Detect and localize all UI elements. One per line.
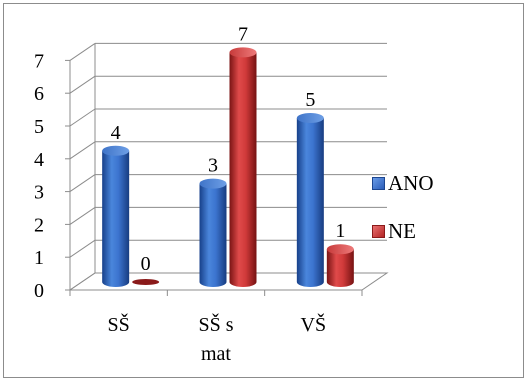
x-tick-label-0-0: SŠ [108,312,130,336]
y-tick-label-2: 2 [34,214,44,236]
data-label-ano-2: 5 [305,89,315,111]
legend-item-ano: ANO [372,168,434,198]
data-label-ne-1: 7 [238,23,248,45]
axes: 0 1 2 3 4 5 6 7 [34,50,363,302]
bar-ano-2 [296,113,324,287]
labels: SŠ SŠ s mat VŠ 4 0 3 7 5 1 [108,23,346,365]
y-tick-label-7: 7 [34,50,44,72]
bar-top [296,113,324,123]
side-gridline-2 [69,206,96,225]
side-gridline-5 [69,108,96,127]
data-label-ano-0: 4 [111,122,121,144]
bar-top [102,145,130,156]
bar-top [326,244,354,255]
side-gridline-1 [69,239,96,258]
data-label-ano-1: 3 [208,155,218,177]
side-gridline-6 [69,75,96,94]
bar-body [229,52,257,288]
bars [102,47,354,288]
y-tick-label-5: 5 [34,116,44,138]
y-tick-label-0: 0 [34,280,44,302]
legend-label-ne: NE [388,218,416,243]
side-gridline-4 [69,141,96,160]
bar-body [296,118,324,287]
x-tick-label-1-1: mat [201,343,231,365]
bar-ne-1 [229,47,257,288]
y-tick-label-4: 4 [34,149,44,171]
bar-body [102,150,130,287]
legend-swatch-ano [372,176,385,190]
bar-top [199,178,227,189]
legend-item-ne: NE [372,216,434,246]
legend-label-ano: ANO [388,170,434,195]
y-tick-label-3: 3 [34,182,44,204]
legend-swatch-ne [372,224,385,238]
legend: ANO NE [372,168,434,264]
bar-ano-1 [199,178,227,287]
bar-flat [132,279,160,285]
data-label-ne-2: 1 [335,220,345,242]
y-tick-label-1: 1 [34,247,44,269]
x-tick-label-1-0: SŠ s [198,312,233,336]
x-tick-label-2-0: VŠ [301,312,327,336]
bar-ano-0 [102,145,130,287]
bar-top [229,47,257,58]
chart-frame [3,3,524,378]
side-gridline-3 [69,174,96,193]
y-tick-label-6: 6 [34,83,44,105]
bar-body [326,249,354,287]
bar-ne-2 [326,244,354,287]
data-label-ne-0: 0 [141,253,151,275]
bar-body [199,183,227,287]
side-gridline-7 [69,42,96,61]
bar-ne-0 [132,279,160,285]
